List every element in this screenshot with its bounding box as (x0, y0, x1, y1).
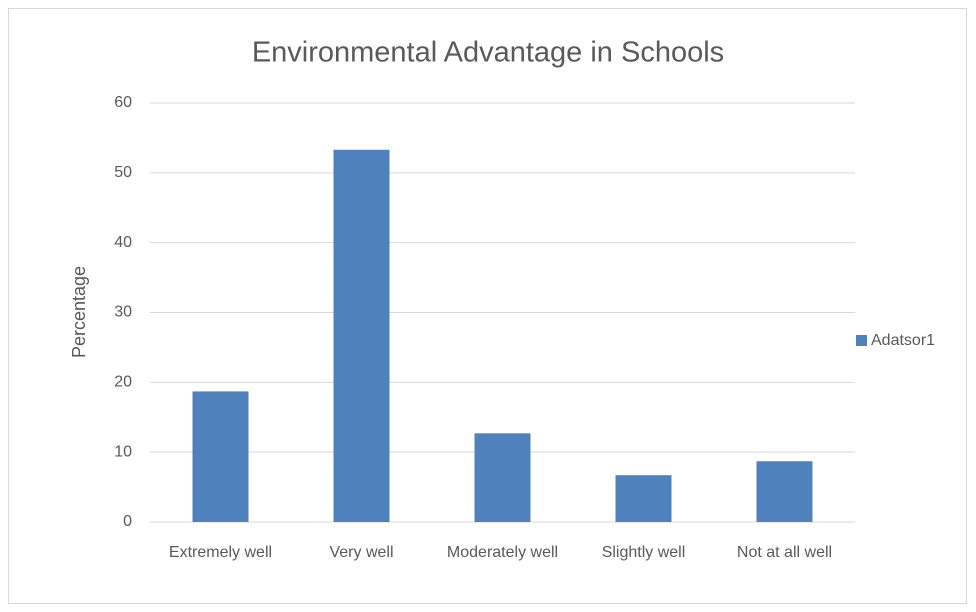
chart-title: Environmental Advantage in Schools (252, 37, 724, 69)
bar (615, 475, 672, 522)
x-tick-label: Extremely well (168, 544, 273, 561)
bar (756, 461, 813, 522)
y-tick-label: 0 (123, 513, 132, 530)
y-axis-title: Percentage (69, 266, 89, 358)
x-tick-label: Slightly well (601, 544, 686, 561)
y-tick-label: 20 (114, 374, 132, 391)
y-tick-label: 40 (114, 234, 132, 251)
legend-label: Adatsor1 (871, 332, 935, 349)
legend-swatch (856, 335, 867, 346)
y-tick-label: 60 (114, 94, 132, 111)
y-tick-label: 30 (114, 304, 132, 321)
x-tick-label: Moderately well (446, 544, 559, 561)
x-tick-label: Very well (329, 544, 394, 561)
y-tick-label: 10 (114, 443, 132, 460)
x-tick-label: Not at all well (736, 544, 833, 561)
bar (333, 149, 390, 522)
y-tick-label: 50 (114, 164, 132, 181)
bar (474, 433, 531, 522)
bar (192, 391, 249, 522)
